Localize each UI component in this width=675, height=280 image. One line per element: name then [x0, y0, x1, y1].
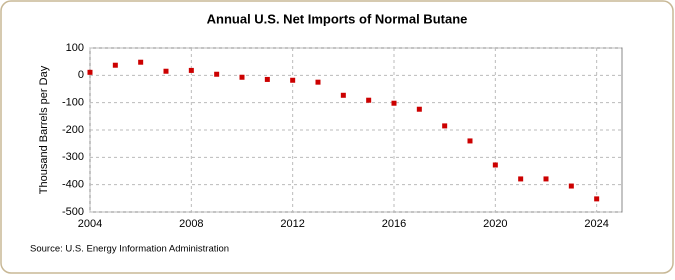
data-point [138, 59, 144, 65]
data-point [543, 176, 549, 182]
x-tick-label: 2016 [382, 218, 406, 230]
y-tick-label: -300 [62, 151, 84, 163]
data-point [315, 79, 321, 85]
data-point [188, 67, 194, 73]
y-tick-label: -400 [62, 179, 84, 191]
data-point [594, 196, 600, 202]
data-point [163, 68, 169, 74]
y-tick-label: -500 [62, 206, 84, 218]
x-tick-label: 2012 [280, 218, 304, 230]
data-point [492, 162, 498, 168]
data-point [366, 97, 372, 103]
data-point [340, 92, 346, 98]
source: Source: U.S. Energy Information Administ… [30, 244, 229, 255]
chart-title: Annual U.S. Net Imports of Normal Butane [207, 11, 468, 26]
x-tick-label: 2020 [483, 218, 507, 230]
data-point [214, 71, 220, 77]
x-tick-label: 2024 [584, 218, 608, 230]
data-point [568, 183, 574, 189]
y-axis-label: Thousand Barrels per Day [38, 65, 50, 194]
x-tick-label: 2008 [179, 218, 203, 230]
data-point [112, 62, 118, 68]
data-point [264, 76, 270, 82]
data-point [518, 176, 524, 182]
y-tick-label: -100 [62, 97, 84, 109]
data-point [442, 123, 448, 129]
data-point [416, 106, 422, 112]
data-point [467, 138, 473, 144]
data-point [239, 74, 245, 80]
y-tick-label: 100 [66, 42, 84, 54]
data-point [87, 69, 93, 75]
data-point [391, 100, 397, 106]
y-tick-label: -200 [62, 124, 84, 136]
data-point [290, 77, 296, 83]
x-tick-label: 2004 [78, 218, 102, 230]
y-tick-label: 0 [78, 69, 84, 81]
